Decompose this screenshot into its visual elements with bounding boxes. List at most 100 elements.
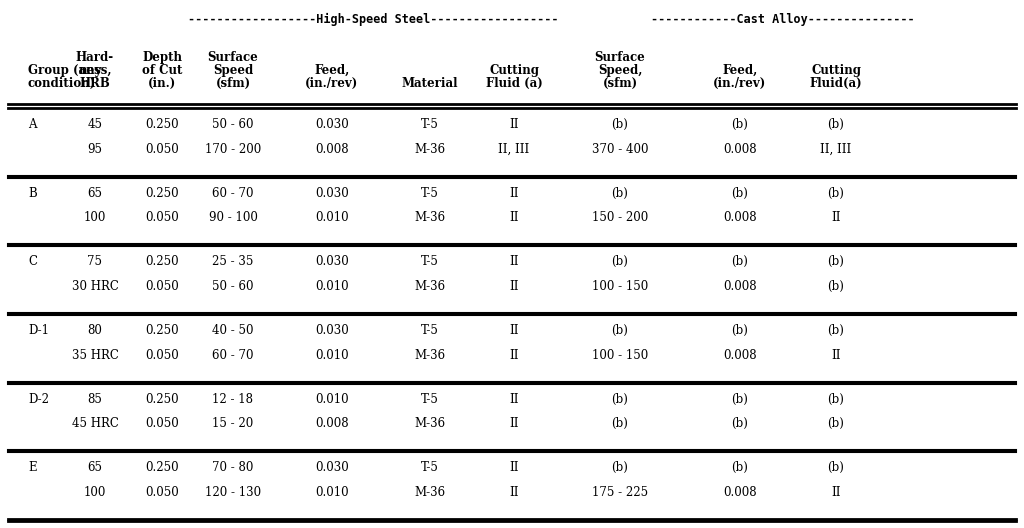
Text: 0.010: 0.010 — [315, 280, 349, 293]
Text: 0.250: 0.250 — [145, 118, 179, 131]
Text: 0.250: 0.250 — [145, 393, 179, 406]
Text: M-36: M-36 — [415, 348, 445, 362]
Text: II: II — [509, 417, 519, 430]
Text: 12 - 18: 12 - 18 — [213, 393, 254, 406]
Text: 0.008: 0.008 — [723, 348, 757, 362]
Text: 0.050: 0.050 — [145, 211, 179, 224]
Text: Speed: Speed — [213, 64, 253, 77]
Text: 0.008: 0.008 — [723, 143, 757, 156]
Text: 0.250: 0.250 — [145, 461, 179, 474]
Text: Group (any: Group (any — [28, 64, 101, 77]
Text: 85: 85 — [88, 393, 102, 406]
Text: A: A — [28, 118, 37, 131]
Text: (b): (b) — [611, 461, 629, 474]
Text: 0.030: 0.030 — [315, 118, 349, 131]
Text: 0.050: 0.050 — [145, 280, 179, 293]
Text: Material: Material — [401, 77, 459, 90]
Text: II: II — [831, 211, 841, 224]
Text: (b): (b) — [611, 324, 629, 337]
Text: 100: 100 — [84, 211, 106, 224]
Text: M-36: M-36 — [415, 486, 445, 499]
Text: 0.030: 0.030 — [315, 256, 349, 268]
Text: 175 - 225: 175 - 225 — [592, 486, 648, 499]
Text: II: II — [509, 118, 519, 131]
Text: 0.008: 0.008 — [315, 417, 349, 430]
Text: (b): (b) — [827, 393, 845, 406]
Text: M-36: M-36 — [415, 280, 445, 293]
Text: T-5: T-5 — [421, 118, 439, 131]
Text: Fluid (a): Fluid (a) — [485, 77, 543, 90]
Text: II: II — [831, 348, 841, 362]
Text: C: C — [28, 256, 37, 268]
Text: 0.050: 0.050 — [145, 143, 179, 156]
Text: (b): (b) — [731, 118, 749, 131]
Text: 80: 80 — [88, 324, 102, 337]
Text: 25 - 35: 25 - 35 — [212, 256, 254, 268]
Text: ness,: ness, — [78, 64, 112, 77]
Text: 0.030: 0.030 — [315, 461, 349, 474]
Text: 100 - 150: 100 - 150 — [592, 280, 648, 293]
Text: HRB: HRB — [80, 77, 111, 90]
Text: II: II — [831, 486, 841, 499]
Text: M-36: M-36 — [415, 143, 445, 156]
Text: II: II — [509, 324, 519, 337]
Text: 0.008: 0.008 — [315, 143, 349, 156]
Text: D-2: D-2 — [28, 393, 49, 406]
Text: II: II — [509, 348, 519, 362]
Text: 0.250: 0.250 — [145, 324, 179, 337]
Text: 100: 100 — [84, 486, 106, 499]
Text: II: II — [509, 211, 519, 224]
Text: E: E — [28, 461, 37, 474]
Text: (sfm): (sfm) — [215, 77, 251, 90]
Text: 0.010: 0.010 — [315, 486, 349, 499]
Text: D-1: D-1 — [28, 324, 49, 337]
Text: 45 HRC: 45 HRC — [72, 417, 119, 430]
Text: (b): (b) — [827, 186, 845, 200]
Text: Cutting: Cutting — [489, 64, 539, 77]
Text: (b): (b) — [611, 186, 629, 200]
Text: (b): (b) — [611, 256, 629, 268]
Text: T-5: T-5 — [421, 393, 439, 406]
Text: (in.): (in.) — [147, 77, 176, 90]
Text: 65: 65 — [87, 186, 102, 200]
Text: 95: 95 — [87, 143, 102, 156]
Text: (b): (b) — [827, 256, 845, 268]
Text: 0.010: 0.010 — [315, 393, 349, 406]
Text: II: II — [509, 280, 519, 293]
Text: Surface: Surface — [595, 51, 645, 64]
Text: (b): (b) — [731, 461, 749, 474]
Text: 0.050: 0.050 — [145, 417, 179, 430]
Text: Fluid(a): Fluid(a) — [810, 77, 862, 90]
Text: 0.050: 0.050 — [145, 348, 179, 362]
Text: 50 - 60: 50 - 60 — [212, 280, 254, 293]
Text: 0.050: 0.050 — [145, 486, 179, 499]
Text: 0.008: 0.008 — [723, 211, 757, 224]
Text: (b): (b) — [731, 417, 749, 430]
Text: 60 - 70: 60 - 70 — [212, 348, 254, 362]
Text: (b): (b) — [611, 417, 629, 430]
Text: (b): (b) — [827, 461, 845, 474]
Text: (b): (b) — [827, 324, 845, 337]
Text: (b): (b) — [731, 256, 749, 268]
Text: condition): condition) — [28, 77, 96, 90]
Text: 90 - 100: 90 - 100 — [209, 211, 257, 224]
Text: 370 - 400: 370 - 400 — [592, 143, 648, 156]
Text: II, III: II, III — [820, 143, 852, 156]
Text: II: II — [509, 186, 519, 200]
Text: (b): (b) — [827, 417, 845, 430]
Text: of Cut: of Cut — [141, 64, 182, 77]
Text: 0.010: 0.010 — [315, 348, 349, 362]
Text: 170 - 200: 170 - 200 — [205, 143, 261, 156]
Text: Depth: Depth — [142, 51, 182, 64]
Text: 120 - 130: 120 - 130 — [205, 486, 261, 499]
Text: 0.010: 0.010 — [315, 211, 349, 224]
Text: 50 - 60: 50 - 60 — [212, 118, 254, 131]
Text: 0.008: 0.008 — [723, 280, 757, 293]
Text: 0.250: 0.250 — [145, 256, 179, 268]
Text: 40 - 50: 40 - 50 — [212, 324, 254, 337]
Text: ------------------High-Speed Steel------------------: ------------------High-Speed Steel------… — [188, 13, 559, 26]
Text: II: II — [509, 486, 519, 499]
Text: T-5: T-5 — [421, 256, 439, 268]
Text: 15 - 20: 15 - 20 — [212, 417, 254, 430]
Text: Cutting: Cutting — [811, 64, 861, 77]
